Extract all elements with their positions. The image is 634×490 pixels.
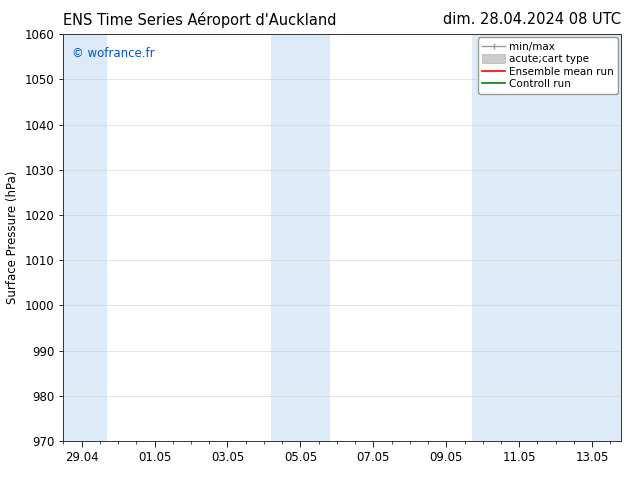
Legend: min/max, acute;cart type, Ensemble mean run, Controll run: min/max, acute;cart type, Ensemble mean … bbox=[478, 37, 618, 94]
Bar bbox=[472, 34, 621, 441]
Y-axis label: Surface Pressure (hPa): Surface Pressure (hPa) bbox=[6, 171, 19, 304]
Text: © wofrance.fr: © wofrance.fr bbox=[72, 47, 155, 59]
Bar bbox=[271, 34, 330, 441]
Bar bbox=[63, 34, 107, 441]
Text: ENS Time Series Aéroport d'Auckland: ENS Time Series Aéroport d'Auckland bbox=[63, 12, 337, 28]
Text: dim. 28.04.2024 08 UTC: dim. 28.04.2024 08 UTC bbox=[443, 12, 621, 27]
